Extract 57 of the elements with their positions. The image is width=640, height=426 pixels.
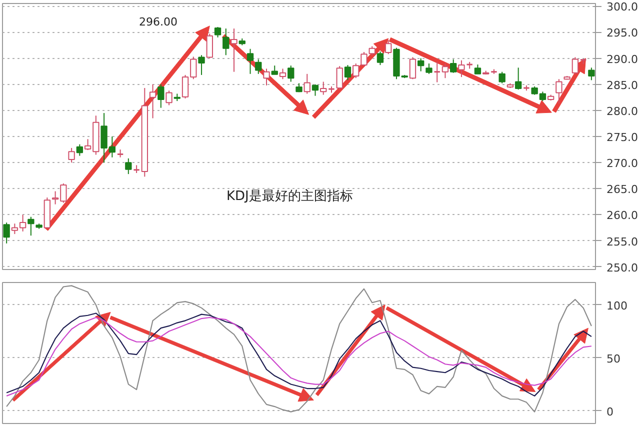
y-tick-label: 265.0: [606, 183, 638, 196]
candlestick: [385, 40, 392, 55]
y-tick-label: 290.0: [606, 52, 638, 66]
candlestick: [198, 54, 205, 76]
line-series: [6, 285, 592, 412]
candlestick: [588, 67, 595, 81]
y-tick-label: 300.0: [606, 0, 638, 14]
y-tick-label: 260.0: [606, 209, 638, 222]
candlestick: [320, 81, 327, 96]
y-tick-label: 50: [606, 352, 620, 366]
annotation: 296.00: [139, 16, 178, 28]
candlestick: [442, 62, 449, 79]
candlestick: [263, 68, 270, 86]
candlestick: [304, 73, 310, 94]
candlestick: [474, 64, 482, 74]
y-tick-label: 275.0: [606, 131, 638, 144]
candlestick: [149, 84, 156, 119]
candlestick: [246, 48, 254, 74]
candlestick: [222, 28, 230, 56]
candlestick: [166, 90, 172, 106]
y-tick-label: 255.0: [606, 235, 638, 248]
candlestick: [214, 26, 222, 38]
candlestick: [556, 78, 562, 104]
candlestick: [409, 56, 416, 80]
candlestick: [344, 64, 352, 81]
y-tick-label: 280.0: [606, 104, 638, 118]
candlestick: [434, 61, 441, 83]
candlestick: [230, 28, 238, 72]
candlestick: [76, 144, 84, 156]
candlestick: [572, 56, 579, 74]
candlestick: [418, 58, 424, 72]
candlestick: [206, 33, 213, 59]
candlestick: [514, 67, 522, 90]
y-tick-label: 270.0: [606, 157, 638, 170]
y-tick-label: 0: [606, 405, 614, 418]
candlestick: [312, 84, 319, 96]
candlestick: [376, 50, 384, 66]
y-tick-label: 250.0: [606, 261, 638, 274]
annotation: KDJ是最好的主图指标: [226, 188, 353, 204]
candlestick: [288, 65, 294, 82]
candlestick: [352, 62, 360, 79]
candlestick: [28, 216, 34, 236]
y-tick-label: 295.0: [606, 26, 638, 40]
candlestick: [336, 66, 343, 90]
candlestick: [426, 62, 432, 74]
candlestick: [68, 147, 75, 164]
candlestick: [3, 222, 10, 244]
y-tick-label: 285.0: [606, 78, 638, 92]
candlestick: [125, 158, 132, 175]
candlestick: [158, 84, 164, 108]
y-tick-label: 100: [606, 299, 628, 312]
candlestick: [498, 71, 506, 84]
candlestick: [450, 58, 457, 74]
candlestick: [368, 46, 376, 56]
candlestick: [279, 68, 286, 80]
candlestick: [255, 58, 262, 74]
candlestick: [360, 52, 368, 67]
